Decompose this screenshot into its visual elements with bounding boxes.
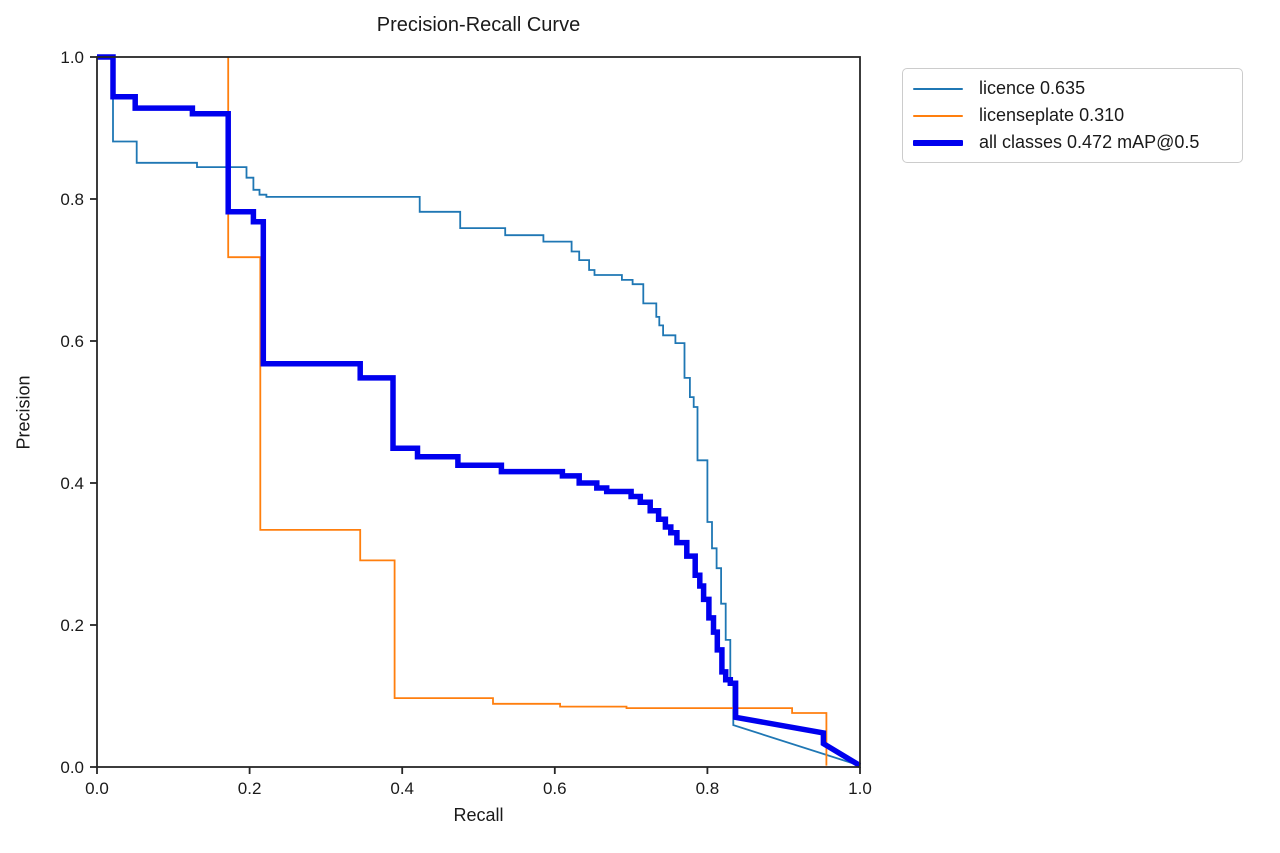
curve-all-classes [97,54,861,768]
x-tick-label: 1.0 [848,779,872,798]
legend-line-all-classes-icon [913,139,963,146]
x-tick-label: 0.2 [238,779,262,798]
legend-item-licenseplate: licenseplate 0.310 [913,102,1232,129]
y-tick-label: 1.0 [60,48,84,67]
y-axis-label: Precision [13,375,34,450]
legend-item-licence: licence 0.635 [913,75,1232,102]
legend-item-all-classes: all classes 0.472 mAP@0.5 [913,129,1232,156]
x-tick-label: 0.8 [696,779,720,798]
curve-licence [97,56,861,767]
y-tick-label: 0.6 [60,332,84,351]
x-tick-label: 0.6 [543,779,567,798]
legend: licence 0.635 licenseplate 0.310 all cla… [902,68,1243,163]
y-tick-label: 0.4 [60,474,84,493]
y-tick-label: 0.8 [60,190,84,209]
legend-label-all-classes: all classes 0.472 mAP@0.5 [979,132,1200,152]
legend-line-licenseplate-icon [913,114,963,117]
curve-licenseplate [227,57,828,766]
legend-label-licenseplate: licenseplate 0.310 [979,105,1125,125]
y-tick-label: 0.2 [60,616,84,635]
x-tick-label: 0.0 [85,779,109,798]
chart-title: Precision-Recall Curve [376,14,581,36]
x-axis-label: Recall [453,805,504,825]
x-tick-label: 0.4 [390,779,414,798]
plot-spines [96,56,861,768]
y-tick-label: 0.0 [60,758,84,777]
legend-line-licence-icon [913,87,963,90]
legend-label-licence: licence 0.635 [979,78,1086,98]
